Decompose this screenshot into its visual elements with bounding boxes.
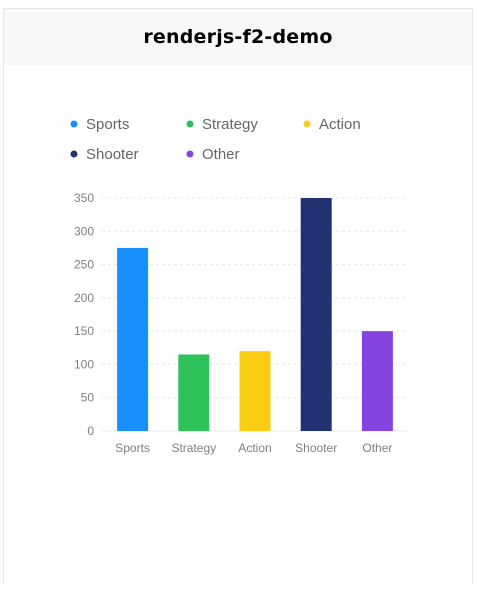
legend-label: Sports bbox=[86, 116, 129, 133]
legend-item[interactable]: Sports bbox=[70, 116, 130, 133]
bar[interactable] bbox=[178, 354, 210, 431]
x-axis: Sports Strategy Action Shooter Other bbox=[115, 441, 392, 455]
bar[interactable] bbox=[361, 331, 393, 431]
legend-marker bbox=[186, 120, 194, 128]
legend-item[interactable]: Other bbox=[186, 146, 240, 163]
chart-container: Sports Strategy Action Shooter Other 0 50 100 1… bbox=[4, 65, 472, 585]
y-tick-label: 100 bbox=[74, 357, 94, 371]
app-page: renderjs-f2-demo Sports Strategy Action Sho… bbox=[3, 8, 473, 584]
y-axis: 0 50 100 150 200 250 300 350 bbox=[74, 191, 94, 438]
legend-label: Other bbox=[202, 146, 240, 163]
x-tick-label: Sports bbox=[115, 441, 150, 455]
y-tick-label: 50 bbox=[81, 391, 95, 405]
x-tick-label: Strategy bbox=[171, 441, 216, 455]
legend-marker bbox=[70, 120, 78, 128]
bar[interactable] bbox=[300, 198, 332, 431]
y-tick-label: 0 bbox=[87, 424, 94, 438]
y-tick-label: 350 bbox=[74, 191, 94, 205]
chart-grid bbox=[102, 197, 408, 432]
y-tick-label: 250 bbox=[74, 258, 94, 272]
bar-series bbox=[117, 198, 393, 431]
bar[interactable] bbox=[239, 351, 271, 431]
y-tick-label: 300 bbox=[74, 224, 94, 238]
bar[interactable] bbox=[117, 247, 149, 431]
legend-item[interactable]: Strategy bbox=[186, 116, 259, 133]
legend-label: Action bbox=[319, 116, 361, 133]
chart-legend: Sports Strategy Action Shooter Other bbox=[70, 116, 361, 163]
legend-item[interactable]: Action bbox=[303, 116, 361, 133]
legend-marker bbox=[70, 150, 78, 158]
navigation-bar: renderjs-f2-demo bbox=[4, 9, 472, 65]
legend-marker bbox=[303, 120, 311, 128]
page-title: renderjs-f2-demo bbox=[143, 26, 333, 48]
legend-item[interactable]: Shooter bbox=[70, 146, 139, 163]
y-tick-label: 200 bbox=[74, 291, 94, 305]
legend-label: Shooter bbox=[86, 146, 139, 163]
y-tick-label: 150 bbox=[74, 324, 94, 338]
legend-marker bbox=[186, 150, 194, 158]
bar-chart: Sports Strategy Action Shooter Other 0 50 100 1… bbox=[70, 116, 408, 455]
x-tick-label: Action bbox=[238, 441, 271, 455]
x-tick-label: Other bbox=[362, 441, 392, 455]
x-tick-label: Shooter bbox=[295, 441, 337, 455]
legend-label: Strategy bbox=[202, 116, 258, 133]
